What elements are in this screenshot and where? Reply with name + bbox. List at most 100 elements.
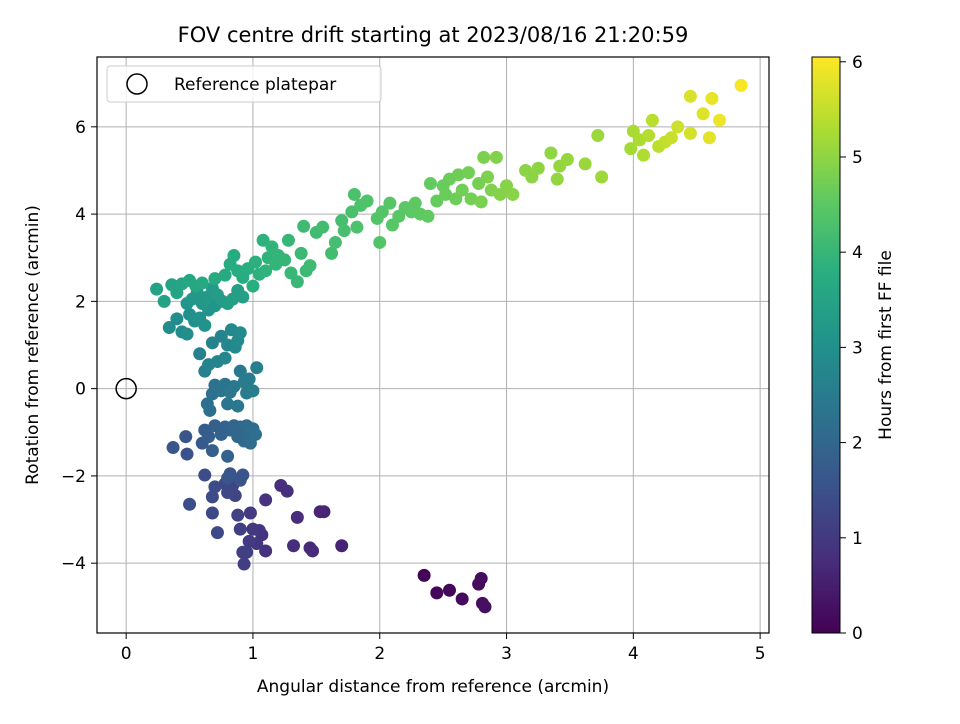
x-tick-label: 5 [755, 644, 766, 664]
colorbar-tick-label: 6 [852, 53, 863, 73]
data-point [243, 506, 257, 520]
reference-point-marker [115, 377, 137, 400]
colorbar-tick-label: 0 [852, 624, 863, 644]
data-point [696, 107, 710, 121]
data-point [702, 131, 716, 145]
data-point [179, 430, 193, 444]
data-point [306, 544, 320, 558]
data-point [281, 233, 295, 247]
data-point [671, 120, 685, 134]
data-point [218, 268, 232, 282]
data-point [375, 205, 389, 219]
legend-box [106, 65, 382, 103]
data-point [274, 479, 288, 493]
data-point [462, 166, 476, 180]
data-point [162, 321, 176, 335]
data-point [248, 427, 262, 441]
data-point [560, 153, 574, 167]
data-point [227, 249, 241, 263]
legend-marker-reference [126, 73, 148, 95]
colorbar-tick-label: 2 [852, 434, 863, 454]
y-tick-label: 2 [75, 292, 86, 312]
data-point [246, 384, 260, 398]
data-point [335, 539, 349, 553]
data-point [531, 161, 545, 175]
data-point [550, 172, 564, 186]
data-point [455, 183, 469, 197]
data-point [683, 126, 697, 140]
data-point [180, 327, 194, 341]
data-point [183, 497, 197, 511]
x-tick-label: 1 [248, 644, 259, 664]
data-point [242, 372, 256, 386]
y-ticks: −4 −2 0 2 4 6 [61, 118, 97, 574]
data-point [636, 148, 650, 162]
data-point [642, 129, 656, 143]
data-point [373, 235, 387, 249]
data-point [624, 142, 638, 156]
data-point [713, 113, 727, 127]
data-point [218, 351, 232, 365]
data-point [328, 235, 342, 249]
data-point [223, 467, 237, 481]
data-point [205, 490, 219, 504]
grid [97, 57, 769, 633]
data-point [259, 493, 273, 507]
data-point [246, 279, 260, 293]
data-point [180, 447, 194, 461]
data-point [242, 534, 256, 548]
colorbar-tick-label: 4 [852, 243, 863, 263]
data-point [430, 194, 444, 208]
data-point [278, 253, 292, 267]
y-tick-label: 0 [75, 380, 86, 400]
data-point [236, 290, 250, 304]
data-point [408, 196, 422, 210]
chart-title: FOV centre drift starting at 2023/08/16 … [178, 23, 689, 47]
data-point [464, 192, 478, 206]
reference-layer [115, 377, 137, 400]
y-tick-label: 6 [75, 118, 86, 138]
data-point [345, 205, 359, 219]
data-point [287, 539, 301, 553]
data-point [442, 583, 456, 597]
data-point [478, 600, 492, 614]
data-point [246, 522, 260, 536]
data-point [259, 264, 273, 278]
colorbar-frame [811, 56, 841, 634]
data-point [248, 255, 262, 269]
data-point [506, 187, 520, 201]
data-point [645, 113, 659, 127]
data-point [451, 168, 465, 182]
data-point [294, 246, 308, 260]
data-point [423, 177, 437, 191]
data-point [210, 526, 224, 540]
y-axis-label: Rotation from reference (arcmin) [23, 205, 43, 485]
data-point [417, 568, 431, 582]
y-tick-label: 4 [75, 205, 86, 225]
data-point [578, 157, 592, 171]
data-point [337, 224, 351, 238]
data-point [313, 505, 327, 519]
data-point [233, 522, 247, 536]
data-point [208, 272, 222, 286]
data-point [205, 444, 219, 458]
data-point [683, 89, 697, 103]
data-point [383, 196, 397, 210]
colorbar-ticks: 0 1 2 3 4 5 6 [840, 53, 863, 644]
x-tick-label: 4 [628, 644, 639, 664]
data-point [202, 430, 216, 444]
data-point [166, 441, 180, 455]
data-point [705, 91, 719, 105]
data-point [205, 336, 219, 350]
data-point [250, 361, 264, 375]
data-point [664, 131, 678, 145]
x-tick-label: 0 [121, 644, 132, 664]
data-point [231, 399, 245, 413]
data-point [455, 592, 469, 606]
data-point [233, 364, 247, 378]
data-point [595, 170, 609, 184]
data-point [205, 506, 219, 520]
data-point [489, 150, 503, 164]
data-point [316, 220, 330, 234]
